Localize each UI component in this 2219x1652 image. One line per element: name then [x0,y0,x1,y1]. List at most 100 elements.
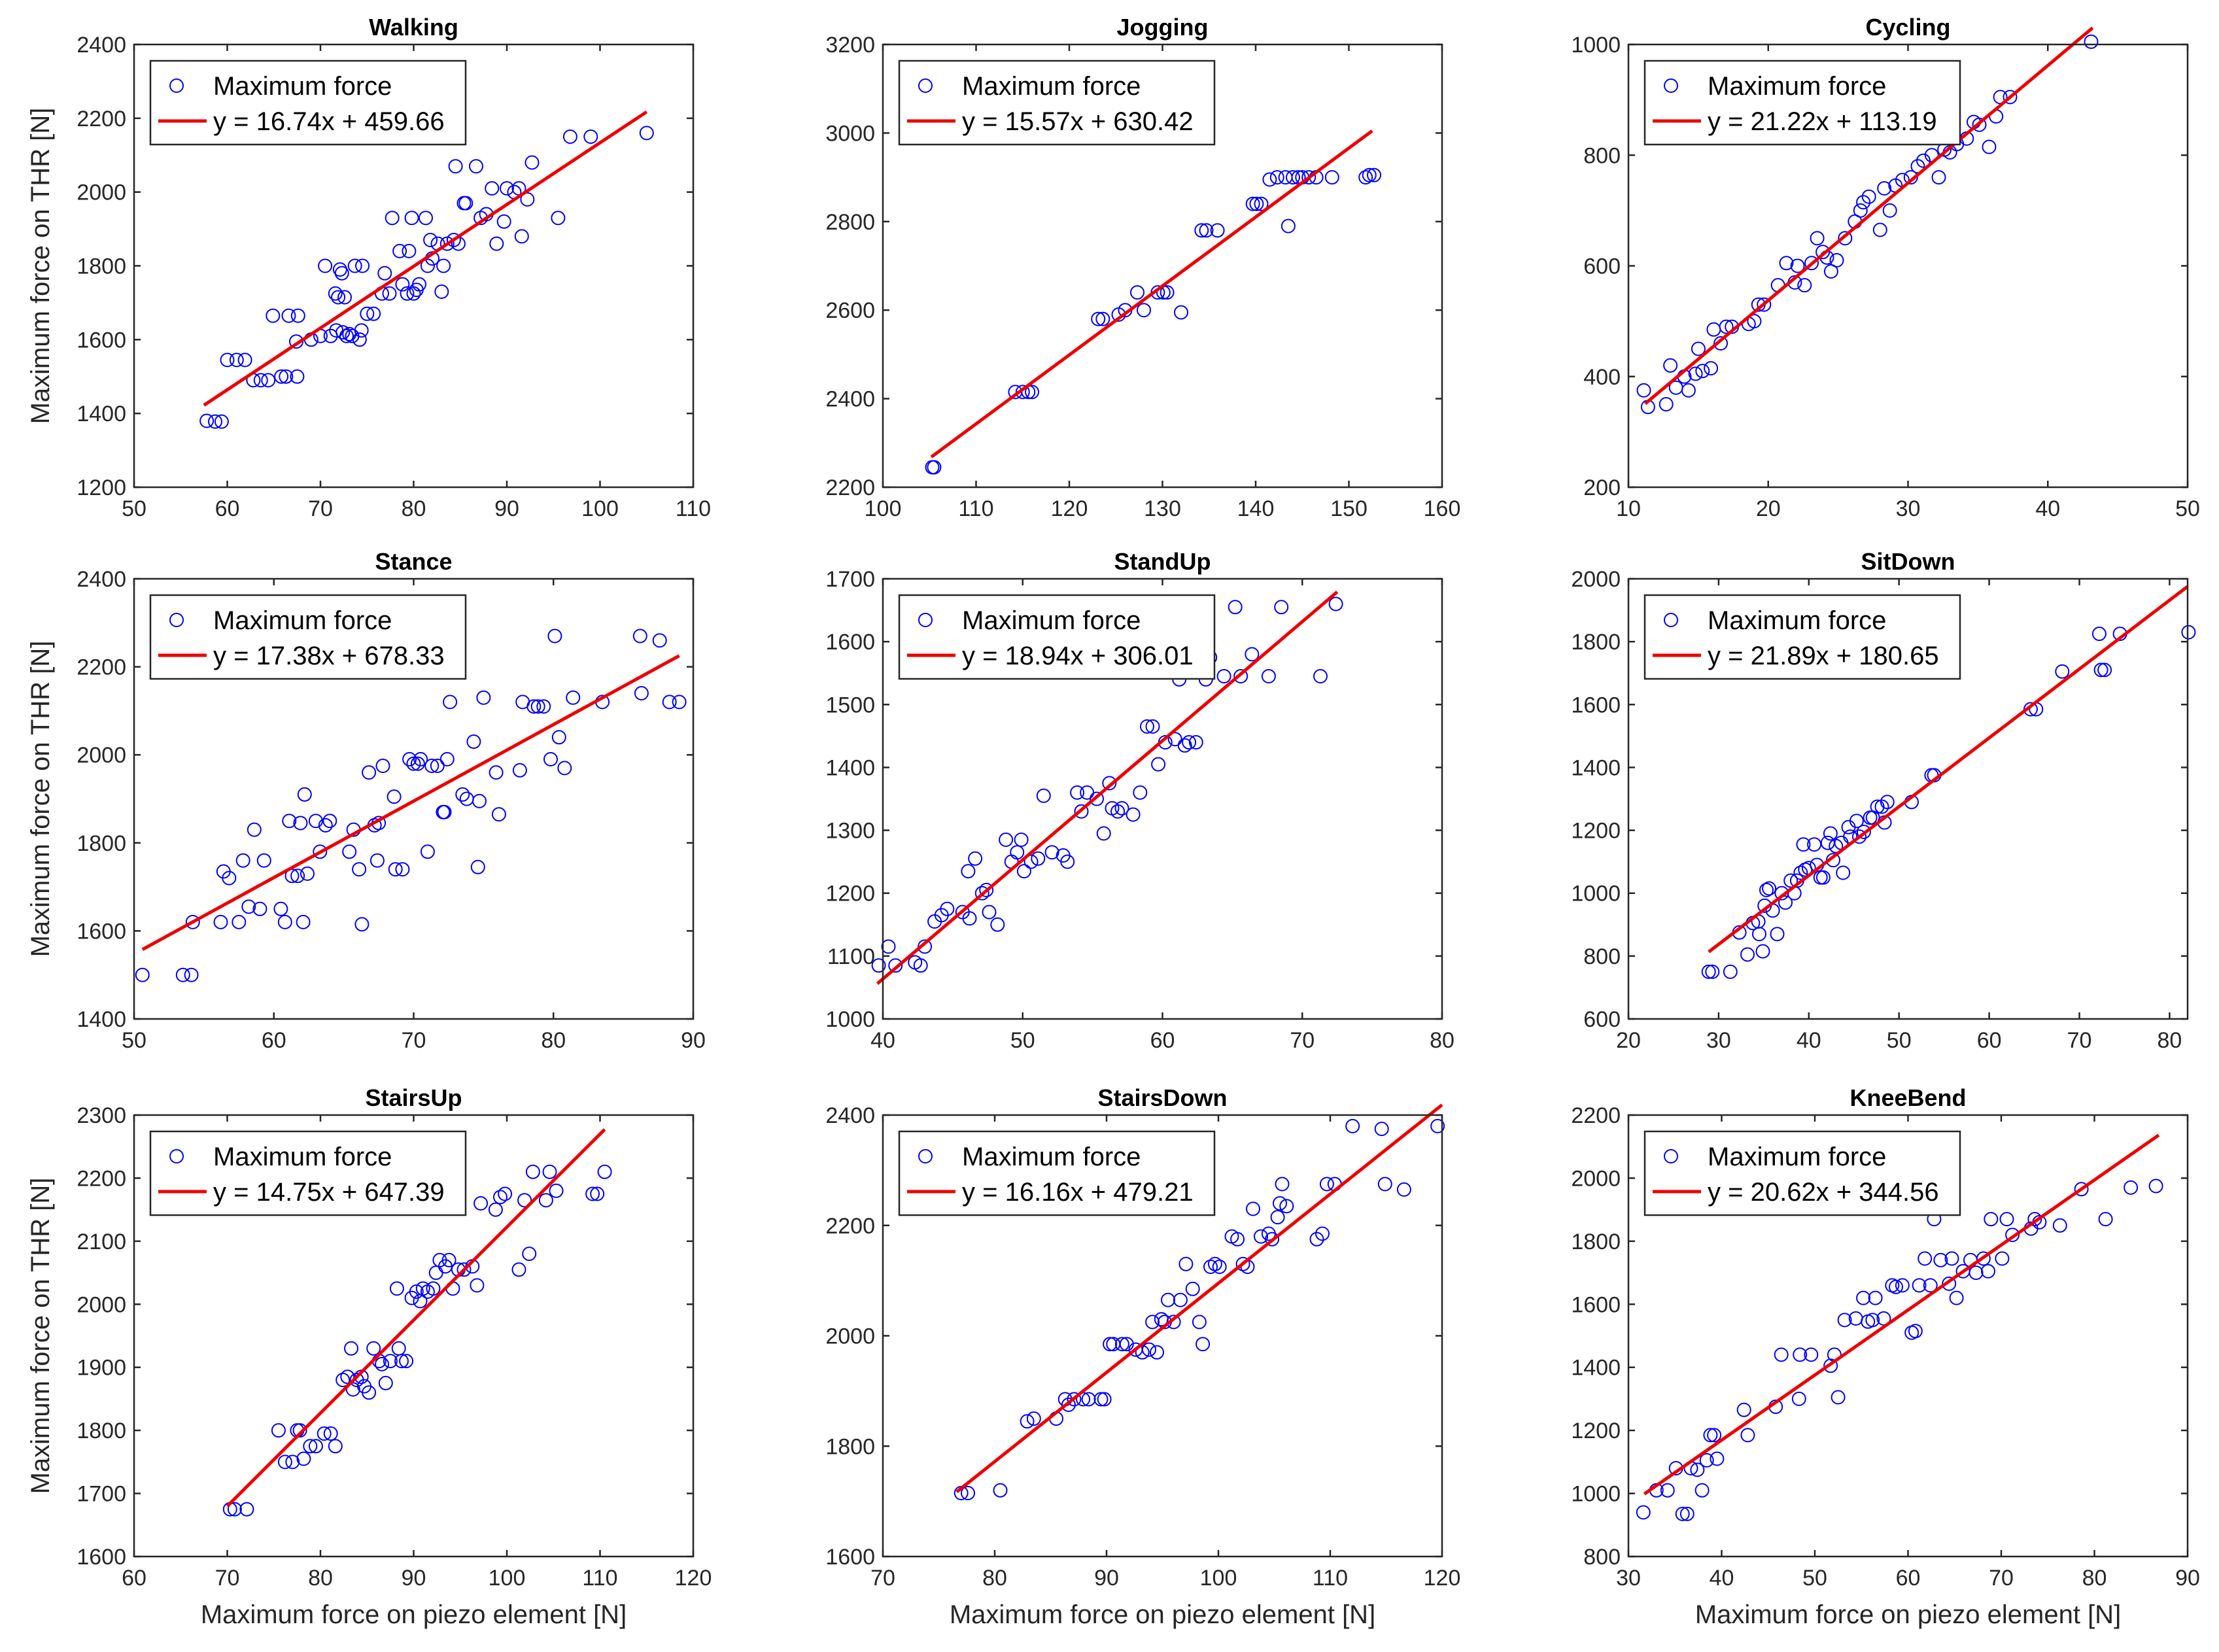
data-point [354,917,370,932]
data-point [1185,1281,1200,1296]
regression-line [930,129,1373,458]
x-tick-label: 160 [1424,496,1461,521]
legend-box [898,594,1216,680]
x-tick-label: 60 [1977,1028,2002,1053]
data-points [925,167,1381,475]
x-tick-label: 70 [1290,1028,1315,1053]
data-point [547,628,562,644]
data-point [489,236,504,251]
data-point [415,1281,430,1296]
data-point [2052,1218,2067,1233]
x-tick-label: 50 [1010,1028,1035,1053]
data-point [1093,1392,1109,1407]
chart-panel-walking: Walking 50 60 70 80 90 100 110 1200 1400 1600 1800 2… [26,14,711,521]
x-tick-label: 110 [958,496,993,521]
data-point [345,1382,360,1397]
data-point [1194,223,1209,238]
data-point [235,853,250,868]
data-point [420,844,435,859]
data-point [488,1202,503,1217]
legend-entry-points: Maximum force [213,1143,392,1171]
data-point [439,751,455,766]
data-point [871,958,886,973]
data-point [423,233,438,247]
data-point [1690,1462,1705,1477]
data-point [522,1247,537,1262]
x-tick-label: 40 [1710,1566,1734,1591]
y-tick-label: 2200 [77,655,126,680]
x-tick-label: 60 [262,1028,286,1053]
data-point [1199,223,1214,238]
y-tick-label: 2000 [825,1324,875,1349]
data-point [489,765,504,780]
data-point [1703,1428,1718,1443]
y-tick-label: 400 [1583,365,1621,390]
data-point [1210,223,1225,238]
legend-entry-fit: y = 16.74x + 459.66 [213,107,445,136]
data-point [476,690,491,705]
data-point [1903,170,1918,185]
data-point [1681,383,1696,398]
data-point [1023,854,1039,869]
data-point [1070,785,1085,800]
x-tick-label: 110 [676,496,711,521]
x-tick-label: 70 [870,1566,895,1591]
data-point [1275,1177,1290,1192]
x-tick-label: 120 [1051,496,1088,521]
y-tick-label: 1600 [77,919,126,944]
data-point [1659,397,1674,412]
regression-line [1644,26,2094,405]
data-point [1430,1118,1445,1133]
legend-box [1643,1130,1961,1216]
data-point [1182,735,1197,749]
x-axis-label: Maximum force on piezo element [N] [950,1600,1375,1629]
data-point [1762,881,1777,896]
y-tick-label: 2000 [77,743,126,768]
data-points [222,1164,612,1517]
data-point [512,763,527,778]
data-point [402,243,417,258]
y-tick-label: 1800 [825,1434,875,1459]
data-point [1804,1347,1819,1362]
legend-entry-points: Maximum force [962,72,1141,101]
y-tick-label: 2400 [77,567,126,592]
x-tick-label: 80 [308,1566,333,1591]
data-point [1274,600,1289,615]
data-point [551,730,566,745]
x-tick-label: 40 [870,1028,895,1053]
data-point [498,1186,513,1201]
data-point [430,759,445,773]
data-point [1228,600,1243,615]
data-point [1174,305,1188,320]
data-point [1090,791,1104,806]
data-point [428,1265,443,1281]
data-point [1130,285,1144,300]
data-point [1757,297,1772,312]
legend-entry-fit: y = 18.94x + 306.01 [962,642,1194,670]
data-point [1944,1251,1959,1266]
data-point [1972,117,1987,132]
data-point [419,211,433,226]
data-point [2148,1179,2163,1194]
legend: Maximum force y = 18.94x + 306.01 [898,594,1216,680]
data-point [308,1439,323,1454]
data-point [1865,1313,1880,1328]
data-point [2074,1182,2089,1197]
data-point [2027,1212,2042,1227]
legend-entry-fit: y = 21.22x + 113.19 [1708,107,1937,136]
data-point [1694,1483,1710,1498]
y-tick-label: 1200 [1571,819,1621,844]
data-point [1367,167,1381,182]
data-point [881,939,896,954]
regression-line [1708,585,2189,954]
x-tick-label: 50 [1802,1566,1827,1591]
data-point [1230,1231,1245,1247]
data-point [1791,1391,1806,1406]
data-point [402,751,417,766]
x-tick-label: 40 [1797,1028,1821,1053]
legend: Maximum force y = 17.38x + 678.33 [149,594,467,680]
data-point [1145,719,1160,734]
y-tick-label: 800 [1583,944,1621,969]
data-point [1923,1278,1938,1293]
data-point [1246,1201,1260,1216]
